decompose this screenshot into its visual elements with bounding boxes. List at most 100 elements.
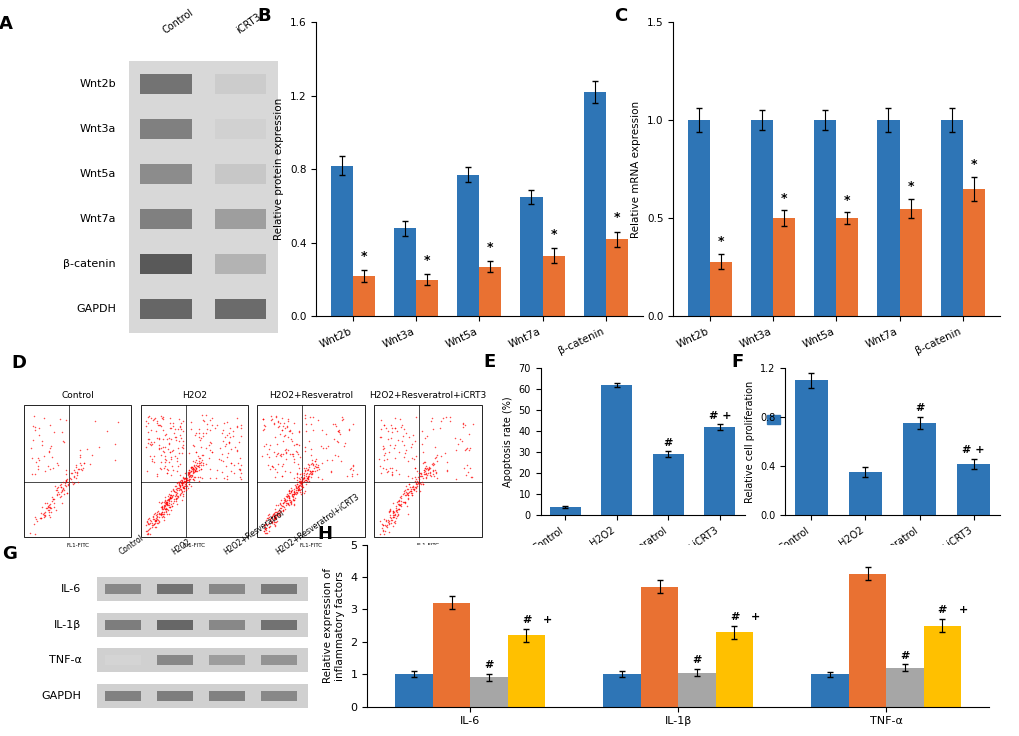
Point [145,513,161,525]
Text: IL-1β: IL-1β [54,620,82,630]
Point [266,518,282,530]
Point [192,428,208,439]
Point [40,498,56,509]
Point [307,465,323,477]
Point [159,503,175,515]
Point [427,467,443,479]
Point [406,484,422,496]
Point [158,498,174,509]
Text: IL-6: IL-6 [61,584,82,594]
Point [399,509,416,520]
Point [161,494,177,506]
Point [41,500,57,512]
Point [169,487,185,499]
Point [399,484,416,495]
Text: H: H [317,526,332,543]
Point [379,434,395,445]
Text: #: # [900,651,909,661]
Point [153,420,169,431]
Point [415,478,431,489]
Point [145,510,161,522]
Bar [549,507,580,515]
Point [280,484,297,496]
Point [301,470,317,482]
Point [193,442,209,453]
Point [154,495,170,507]
Point [166,485,182,497]
Point [38,502,54,514]
Point [289,484,306,495]
Point [257,523,273,534]
Point [194,472,210,484]
Point [383,469,399,481]
Point [273,424,289,436]
Point [299,473,315,484]
Bar [97,648,308,672]
Point [375,519,391,531]
Point [426,464,442,476]
Point [274,470,290,482]
Point [191,459,207,471]
Point [149,517,165,529]
Point [289,459,306,470]
Point [403,485,419,497]
Point [392,421,409,433]
Point [168,484,184,495]
Point [179,468,196,480]
Point [184,467,201,479]
Point [190,450,206,462]
Point [151,509,167,520]
Bar [141,209,192,230]
Point [386,514,403,526]
Point [232,473,249,485]
Point [290,484,307,495]
Point [168,489,184,500]
Point [220,436,236,448]
Point [172,417,189,428]
Point [182,470,199,481]
Point [166,495,182,507]
Point [291,451,308,463]
Point [186,471,203,483]
Point [181,468,198,480]
Point [172,488,189,500]
Point [190,459,206,471]
Point [398,500,415,512]
Point [406,483,422,495]
Point [139,515,155,527]
Point [156,461,172,473]
Point [146,518,162,530]
Point [306,462,322,474]
Point [465,418,481,430]
Point [46,493,62,505]
Point [140,525,156,537]
Point [140,513,156,525]
Point [35,436,51,447]
Point [157,495,173,506]
Point [158,428,174,440]
Point [191,461,207,473]
Point [458,469,474,481]
Point [162,492,178,503]
Point [297,442,313,453]
Point [272,506,288,518]
Point [392,490,409,502]
Point [185,440,202,452]
Point [272,447,288,459]
Text: *: * [969,158,976,171]
Point [166,422,182,434]
Point [74,462,91,474]
Point [305,459,321,470]
Point [283,489,300,500]
Point [177,479,194,491]
Point [274,500,290,512]
Point [285,494,302,506]
Point [159,498,175,509]
Point [375,442,391,453]
Point [301,475,317,487]
Bar [704,427,735,515]
Point [396,496,413,508]
Point [266,513,282,525]
Point [398,487,415,499]
Point [386,508,403,520]
